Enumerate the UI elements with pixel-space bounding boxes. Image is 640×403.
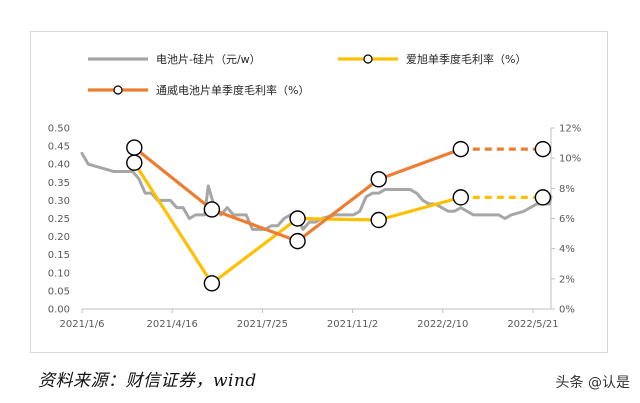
y-right-tick-label: 2% [559, 274, 575, 285]
watermark: 头条 @认是 [555, 375, 630, 391]
y-left-tick-label: 0.40 [48, 160, 70, 171]
legend-marker-1 [363, 54, 373, 64]
legend-marker-2 [113, 85, 123, 95]
x-tick-label: 2021/4/16 [147, 319, 198, 330]
y-right-tick-label: 4% [559, 244, 575, 255]
y-right-tick-label: 10% [559, 154, 581, 165]
data-point-marker-2 [534, 140, 552, 158]
x-tick-label: 2021/7/25 [237, 319, 288, 330]
data-point-marker-1 [452, 189, 470, 206]
data-point-marker-2 [289, 232, 306, 250]
x-tick-label: 2022/5/21 [507, 319, 558, 330]
y-left-tick-label: 0.25 [48, 214, 70, 225]
y-left-tick-label: 0.35 [48, 178, 70, 189]
legend-label-1: 爱旭单季度毛利率（%） [406, 52, 526, 66]
data-point-marker-1 [370, 211, 387, 229]
data-point-marker-1 [534, 189, 552, 206]
data-point-marker-2 [126, 139, 143, 156]
y-right-tick-label: 0% [559, 305, 575, 316]
data-point-marker-2 [203, 201, 221, 218]
legend-label-0: 电池片-硅片（元/w） [156, 53, 261, 66]
data-point-marker-1 [126, 154, 143, 171]
y-left-tick-label: 0.45 [48, 142, 70, 153]
x-tick-label: 2021/11/2 [327, 319, 378, 330]
series-line-2 [132, 146, 463, 243]
y-left-tick-label: 0.30 [48, 196, 70, 207]
x-tick-label: 2021/1/6 [60, 319, 105, 330]
data-point-marker-2 [370, 171, 387, 188]
x-tick-label: 2022/2/10 [417, 319, 468, 330]
data-point-marker-1 [289, 210, 306, 227]
data-point-marker-1 [203, 275, 221, 292]
y-left-tick-label: 0.15 [48, 250, 70, 261]
y-right-tick-label: 12% [559, 124, 581, 135]
source-note: 资料来源：财信证券，wind [38, 371, 257, 391]
y-left-tick-label: 0.50 [48, 124, 70, 135]
legend-label-2: 通威电池片单季度毛利率（%） [156, 83, 309, 97]
y-left-tick-label: 0.00 [48, 305, 70, 316]
data-point-marker-2 [452, 140, 470, 158]
y-left-tick-label: 0.05 [48, 286, 70, 297]
series-line-0 [80, 151, 553, 231]
y-left-tick-label: 0.20 [48, 232, 70, 243]
y-right-tick-label: 8% [559, 184, 575, 195]
chart-frame [30, 31, 608, 353]
y-left-tick-label: 0.10 [48, 268, 70, 279]
y-right-tick-label: 6% [559, 214, 575, 225]
